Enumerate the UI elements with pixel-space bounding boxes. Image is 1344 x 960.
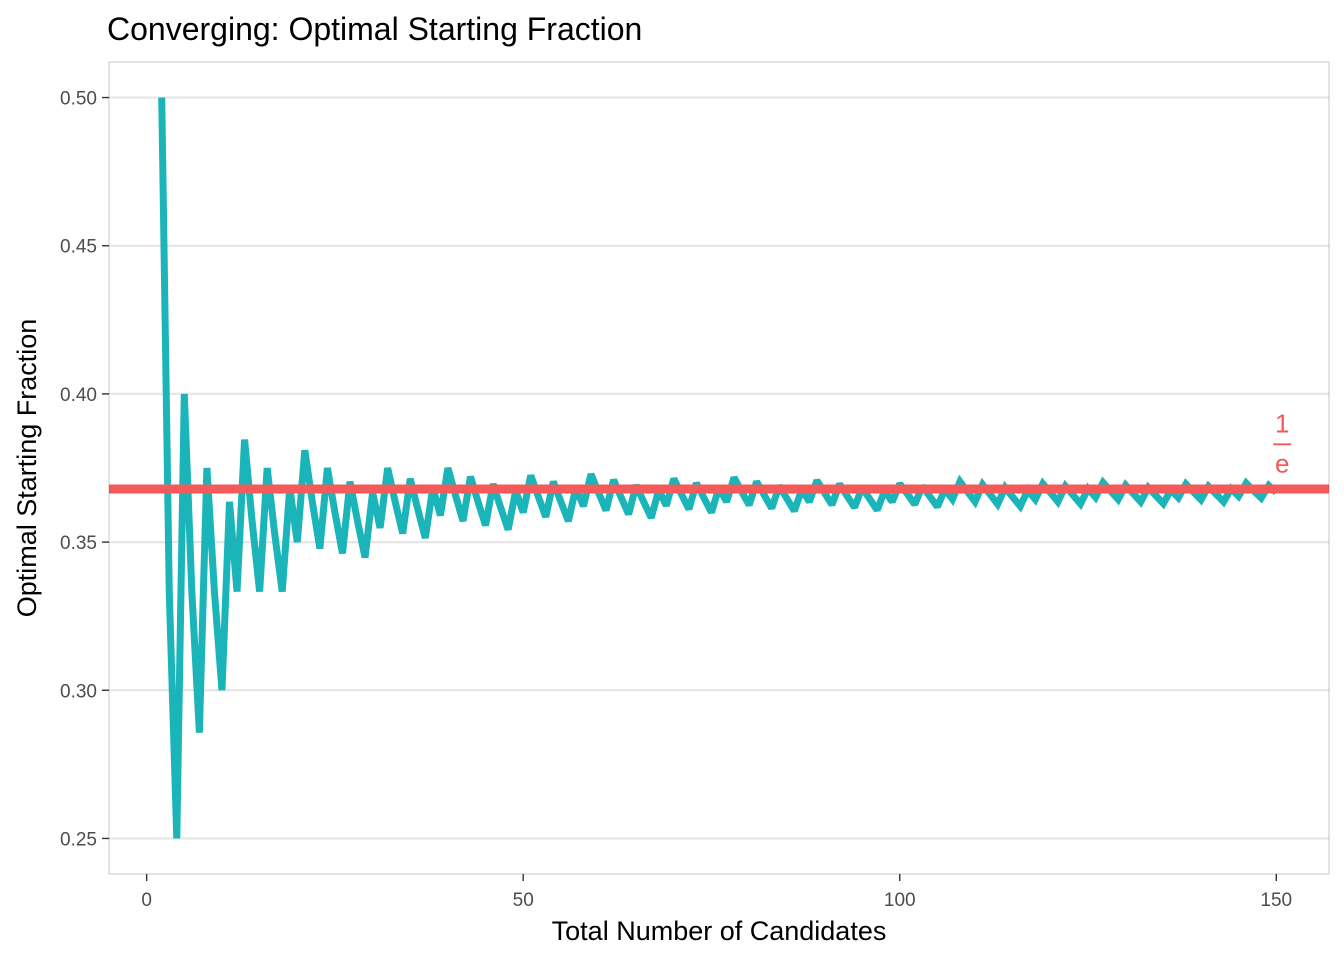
annotation-layer: 1e [1273,408,1292,478]
tick-layer: 0.50 0.45 0.40 0.35 0.30 0.25 0 50 100 150 [60,89,1292,911]
y-tick-label-3: 0.35 [60,533,97,554]
annotation-denominator: e [1275,448,1289,478]
annotation-numerator: 1 [1275,408,1289,438]
x-tick-label-1: 50 [513,890,534,911]
y-axis-label: Optimal Starting Fraction [12,319,42,618]
x-tick-label-2: 100 [884,890,916,911]
grid-layer [109,96,1329,840]
x-tick-label-3: 150 [1260,890,1292,911]
y-tick-label-2: 0.40 [60,385,97,406]
y-tick-label-1: 0.45 [60,237,97,258]
chart-title: Converging: Optimal Starting Fraction [107,11,642,47]
y-tick-label-5: 0.25 [60,829,97,850]
y-tick-label-4: 0.30 [60,681,97,702]
x-tick-label-0: 0 [141,890,152,911]
y-tick-label-0: 0.50 [60,89,97,110]
plot-panel-border [108,61,1330,875]
x-axis-label: Total Number of Candidates [552,916,887,946]
series-layer [109,97,1329,839]
